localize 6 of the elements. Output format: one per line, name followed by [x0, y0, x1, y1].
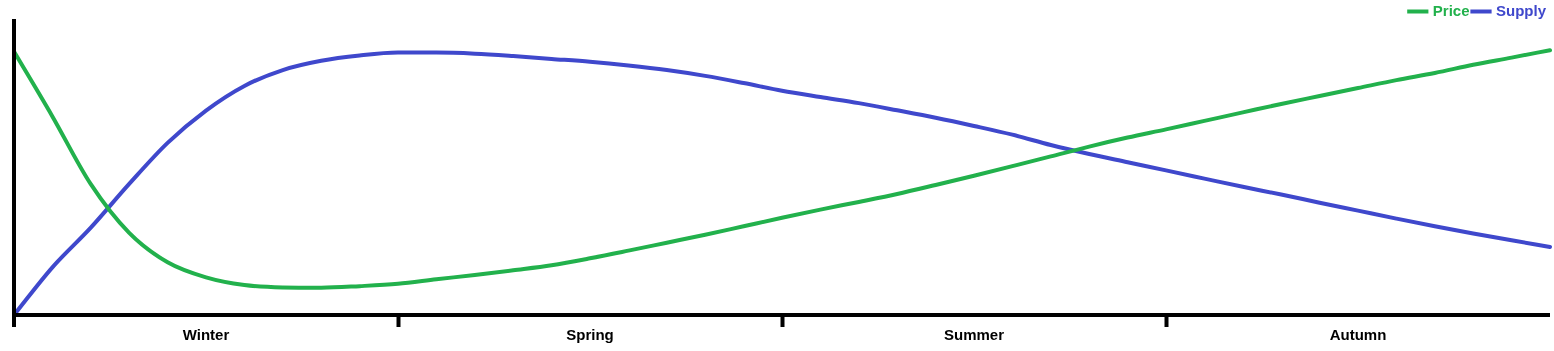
- legend-label: Price: [1432, 1, 1470, 19]
- x-tick-label: Winter: [182, 326, 230, 344]
- x-tick-label: Spring: [566, 326, 614, 344]
- legend-label: Supply: [1496, 1, 1547, 19]
- x-tick-label: Summer: [943, 326, 1005, 344]
- x-tick-label: Autumn: [1329, 326, 1387, 344]
